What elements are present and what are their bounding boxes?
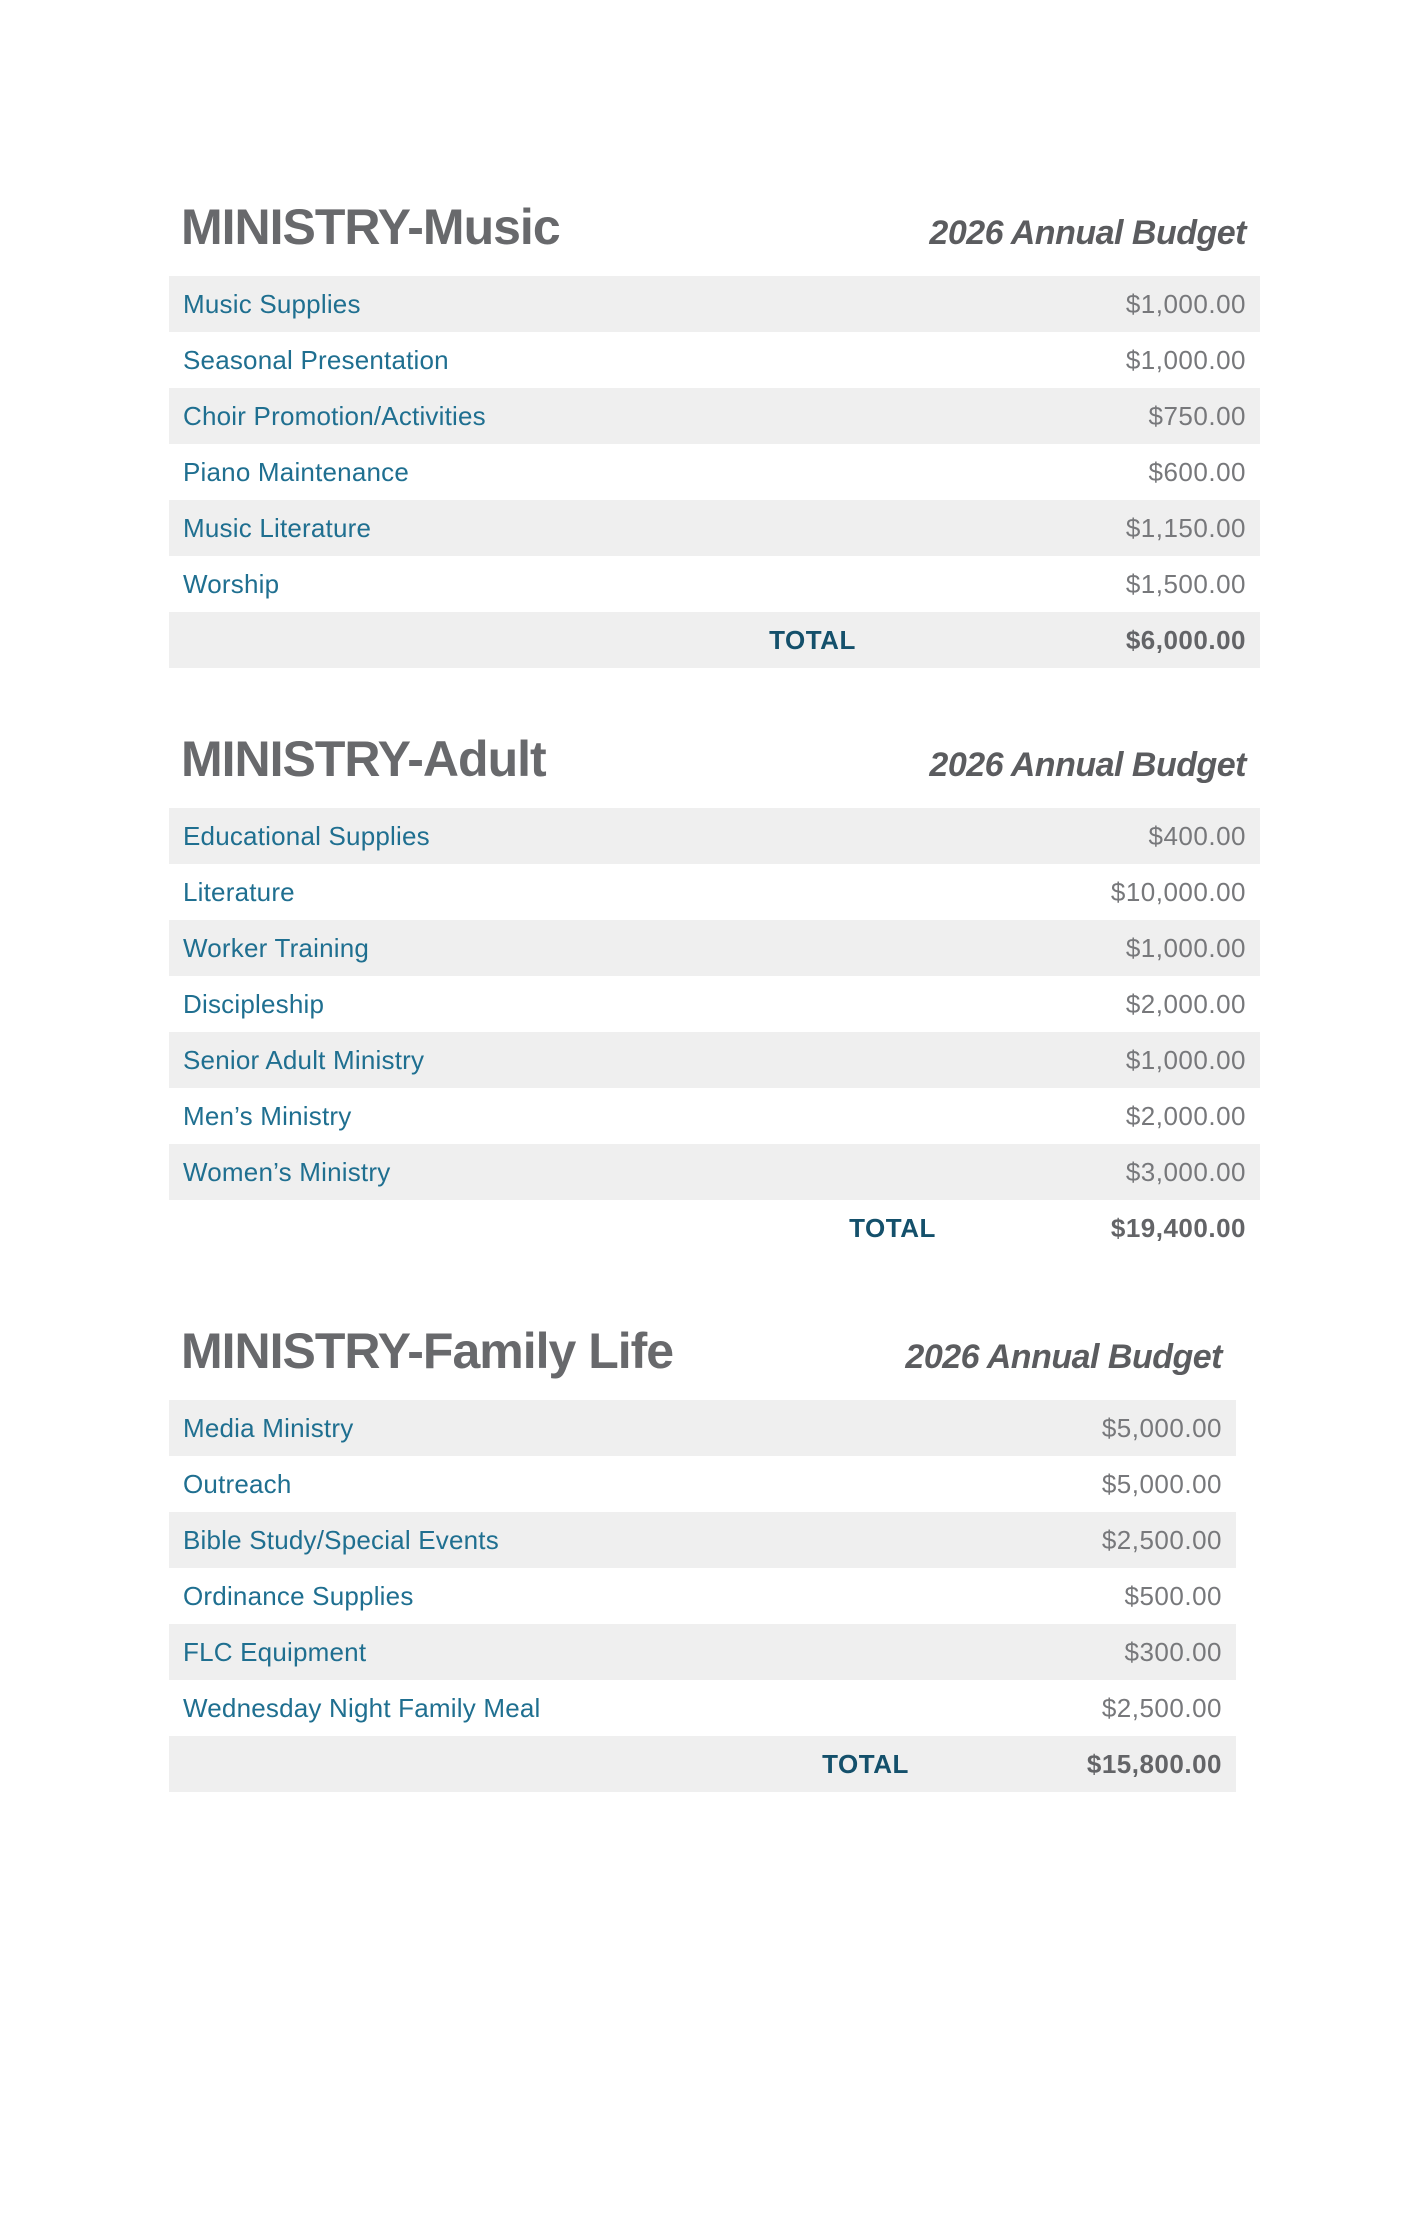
line-item-label: Educational Supplies — [183, 820, 430, 851]
line-item-amount: $1,000.00 — [1125, 288, 1246, 319]
total-label: TOTAL — [822, 1748, 909, 1779]
table-row: Wednesday Night Family Meal $2,500.00 — [169, 1680, 1236, 1736]
table-row: Media Ministry $5,000.00 — [169, 1400, 1236, 1456]
table-row: Worship $1,500.00 — [169, 556, 1260, 612]
line-item-amount: $2,500.00 — [1101, 1524, 1222, 1555]
section-header: MINISTRY-Music 2026 Annual Budget — [169, 198, 1260, 256]
table-row: Men’s Ministry $2,000.00 — [169, 1088, 1260, 1144]
section-header: MINISTRY-Adult 2026 Annual Budget — [169, 730, 1260, 788]
total-row: TOTAL $19,400.00 — [169, 1200, 1260, 1256]
section-ministry-music: MINISTRY-Music 2026 Annual Budget Music … — [169, 198, 1260, 668]
table-row: Choir Promotion/Activities $750.00 — [169, 388, 1260, 444]
table-row: Outreach $5,000.00 — [169, 1456, 1236, 1512]
total-amount: $19,400.00 — [1110, 1212, 1246, 1243]
section-title: MINISTRY-Adult — [181, 731, 547, 787]
line-item-label: Outreach — [183, 1468, 292, 1499]
total-row: TOTAL $6,000.00 — [169, 612, 1260, 668]
line-item-amount: $1,000.00 — [1125, 344, 1246, 375]
section-ministry-family-life: MINISTRY-Family Life 2026 Annual Budget … — [169, 1322, 1236, 1792]
line-item-label: Senior Adult Ministry — [183, 1044, 425, 1075]
budget-document-page: MINISTRY-Music 2026 Annual Budget Music … — [0, 198, 1428, 2226]
section-title: MINISTRY-Family Life — [181, 1323, 674, 1379]
line-item-amount: $750.00 — [1148, 400, 1246, 431]
line-item-amount: $500.00 — [1124, 1580, 1222, 1611]
table-row: Literature $10,000.00 — [169, 864, 1260, 920]
section-ministry-adult: MINISTRY-Adult 2026 Annual Budget Educat… — [169, 730, 1260, 1256]
total-amount: $15,800.00 — [1086, 1748, 1222, 1779]
line-item-amount: $1,000.00 — [1125, 932, 1246, 963]
line-item-label: Worker Training — [183, 932, 370, 963]
line-item-label: Piano Maintenance — [183, 456, 409, 487]
table-row: Music Literature $1,150.00 — [169, 500, 1260, 556]
line-item-amount: $3,000.00 — [1125, 1156, 1246, 1187]
budget-table: Educational Supplies $400.00 Literature … — [169, 808, 1260, 1256]
line-item-label: Music Supplies — [183, 288, 361, 319]
table-row: Women’s Ministry $3,000.00 — [169, 1144, 1260, 1200]
line-item-amount: $300.00 — [1124, 1636, 1222, 1667]
total-row: TOTAL $15,800.00 — [169, 1736, 1236, 1792]
line-item-label: Discipleship — [183, 988, 325, 1019]
line-item-amount: $2,500.00 — [1101, 1692, 1222, 1723]
table-row: Worker Training $1,000.00 — [169, 920, 1260, 976]
table-row: Piano Maintenance $600.00 — [169, 444, 1260, 500]
table-row: Music Supplies $1,000.00 — [169, 276, 1260, 332]
line-item-amount: $1,150.00 — [1125, 512, 1246, 543]
budget-table: Music Supplies $1,000.00 Seasonal Presen… — [169, 276, 1260, 668]
line-item-amount: $10,000.00 — [1110, 876, 1246, 907]
annual-budget-column-header: 2026 Annual Budget — [929, 214, 1246, 252]
line-item-label: Women’s Ministry — [183, 1156, 391, 1187]
annual-budget-column-header: 2026 Annual Budget — [929, 746, 1246, 784]
total-amount: $6,000.00 — [1125, 624, 1246, 655]
line-item-label: Bible Study/Special Events — [183, 1524, 499, 1555]
line-item-label: Choir Promotion/Activities — [183, 400, 486, 431]
line-item-amount: $2,000.00 — [1125, 1100, 1246, 1131]
total-label: TOTAL — [849, 1212, 936, 1243]
line-item-label: Men’s Ministry — [183, 1100, 352, 1131]
line-item-label: Media Ministry — [183, 1412, 354, 1443]
line-item-label: Literature — [183, 876, 295, 907]
line-item-amount: $1,500.00 — [1125, 568, 1246, 599]
section-title: MINISTRY-Music — [181, 199, 561, 255]
line-item-label: Music Literature — [183, 512, 372, 543]
table-row: FLC Equipment $300.00 — [169, 1624, 1236, 1680]
table-row: Ordinance Supplies $500.00 — [169, 1568, 1236, 1624]
line-item-amount: $2,000.00 — [1125, 988, 1246, 1019]
line-item-label: FLC Equipment — [183, 1636, 367, 1667]
total-label: TOTAL — [769, 624, 856, 655]
line-item-amount: $5,000.00 — [1101, 1412, 1222, 1443]
annual-budget-column-header: 2026 Annual Budget — [905, 1338, 1222, 1376]
line-item-amount: $1,000.00 — [1125, 1044, 1246, 1075]
line-item-label: Worship — [183, 568, 280, 599]
line-item-amount: $400.00 — [1148, 820, 1246, 851]
table-row: Seasonal Presentation $1,000.00 — [169, 332, 1260, 388]
table-row: Discipleship $2,000.00 — [169, 976, 1260, 1032]
line-item-amount: $600.00 — [1148, 456, 1246, 487]
table-row: Bible Study/Special Events $2,500.00 — [169, 1512, 1236, 1568]
line-item-label: Ordinance Supplies — [183, 1580, 414, 1611]
line-item-label: Seasonal Presentation — [183, 344, 449, 375]
budget-table: Media Ministry $5,000.00 Outreach $5,000… — [169, 1400, 1236, 1792]
line-item-amount: $5,000.00 — [1101, 1468, 1222, 1499]
section-header: MINISTRY-Family Life 2026 Annual Budget — [169, 1322, 1236, 1380]
table-row: Educational Supplies $400.00 — [169, 808, 1260, 864]
table-row: Senior Adult Ministry $1,000.00 — [169, 1032, 1260, 1088]
line-item-label: Wednesday Night Family Meal — [183, 1692, 541, 1723]
